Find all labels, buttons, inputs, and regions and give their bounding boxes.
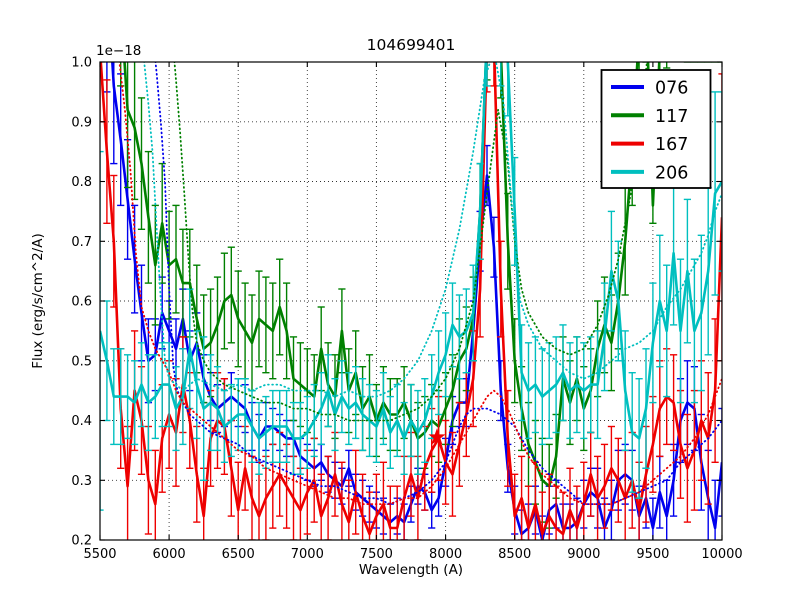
y-tick-label: 0.5	[71, 354, 92, 369]
y-tick-label: 1.0	[71, 56, 92, 71]
y-axis-offset-label: 1e−18	[96, 43, 142, 59]
y-tick-label: 0.9	[71, 115, 92, 130]
x-axis-label: Wavelength (A)	[358, 562, 464, 578]
x-tick-label: 8000	[429, 547, 462, 562]
line-167	[100, 62, 722, 536]
dotted-line-117	[173, 62, 648, 422]
legend-item-076: 076	[611, 79, 688, 99]
dotted-206	[143, 62, 722, 398]
star-marker	[428, 428, 446, 445]
y-tick-label: 0.6	[71, 295, 92, 310]
x-tick-label: 7500	[360, 547, 393, 562]
legend-box	[600, 69, 712, 189]
y-tick-label: 0.2	[71, 534, 92, 549]
legend-item-206: 206	[611, 163, 688, 183]
y-tick-label: 0.3	[71, 474, 92, 489]
legend-label-076: 076	[655, 79, 688, 99]
x-tick-label: 9500	[636, 547, 669, 562]
tick-labels: 5500 6000 6500 7000 7500 8000 8500 9000 9500 1000…	[71, 56, 742, 563]
y-tick-label: 0.7	[71, 235, 92, 250]
dotted-line-206	[143, 62, 722, 398]
series-206	[100, 62, 722, 511]
dotted-line-076	[154, 62, 722, 506]
x-tick-label: 7000	[291, 547, 324, 562]
chart-title: 104699401	[366, 36, 456, 54]
line-206	[100, 62, 722, 440]
legend-label-206: 206	[655, 163, 688, 183]
legend: 076 117 167 206	[600, 69, 712, 189]
legend-label-117: 117	[655, 107, 688, 127]
dotted-117	[173, 62, 648, 422]
x-tick-label: 9000	[567, 547, 600, 562]
x-tick-label: 8500	[498, 547, 531, 562]
legend-label-167: 167	[655, 135, 688, 155]
x-tick-label: 5500	[83, 547, 116, 562]
y-tick-label: 0.8	[71, 175, 92, 190]
dotted-076	[154, 62, 722, 506]
x-tick-label: 6000	[153, 547, 186, 562]
x-tick-label: 6500	[222, 547, 255, 562]
legend-item-117: 117	[611, 107, 688, 127]
y-tick-label: 0.4	[71, 414, 92, 429]
axis-ticks	[99, 61, 723, 541]
legend-item-167: 167	[611, 135, 688, 155]
x-tick-label: 10000	[701, 547, 742, 562]
